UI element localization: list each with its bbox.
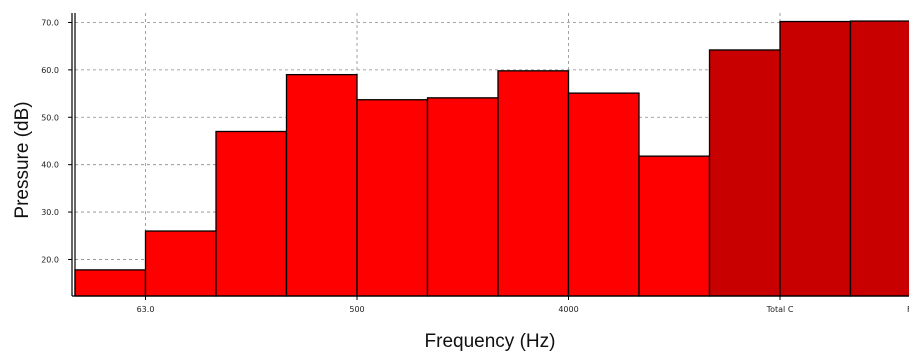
y-axis-title: Pressure (dB) xyxy=(12,101,33,218)
x-tick-label: 500 xyxy=(349,305,364,314)
x-tick-label: Total C xyxy=(766,305,794,314)
bar-band xyxy=(215,130,288,297)
x-tick-labels: 63.0 500 4000 Total C Freq [H xyxy=(137,296,909,314)
bar-band xyxy=(74,269,147,297)
y-tick-label: 60.0 xyxy=(41,66,59,75)
y-tick-label: 70.0 xyxy=(41,18,59,27)
bar-total xyxy=(708,49,781,297)
x-tick-label: 4000 xyxy=(558,305,578,314)
y-tick-label: 20.0 xyxy=(41,255,59,264)
y-tick-label: 30.0 xyxy=(41,208,59,217)
bar-band xyxy=(638,155,711,297)
bar-band xyxy=(144,230,217,297)
bars xyxy=(74,20,909,297)
bar-band xyxy=(285,73,358,297)
bar-total xyxy=(779,20,852,297)
y-tick-labels: 70.0 60.0 50.0 40.0 30.0 20.0 xyxy=(41,18,72,264)
axes xyxy=(71,13,909,297)
bar-band xyxy=(356,99,429,297)
bar-band xyxy=(426,97,499,297)
x-tick-label: Freq [H xyxy=(907,305,909,314)
y-tick-label: 50.0 xyxy=(41,113,59,122)
y-tick-label: 40.0 xyxy=(41,161,59,170)
bar-band xyxy=(497,70,570,297)
bar-band xyxy=(567,92,640,297)
bar-total xyxy=(849,20,909,297)
x-tick-label: 63.0 xyxy=(137,305,155,314)
x-axis-title: Frequency (Hz) xyxy=(425,331,556,352)
